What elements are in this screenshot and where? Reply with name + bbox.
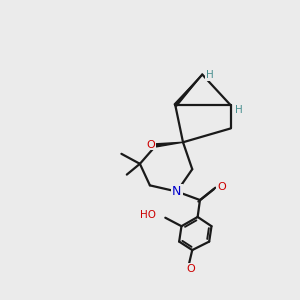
Text: H: H <box>235 105 242 115</box>
Text: O: O <box>217 182 226 192</box>
Text: H: H <box>206 70 214 80</box>
Text: O: O <box>146 140 155 150</box>
Text: O: O <box>186 263 195 274</box>
Text: N: N <box>172 185 182 198</box>
Polygon shape <box>174 74 202 106</box>
Polygon shape <box>156 142 183 147</box>
Text: HO: HO <box>140 210 156 220</box>
